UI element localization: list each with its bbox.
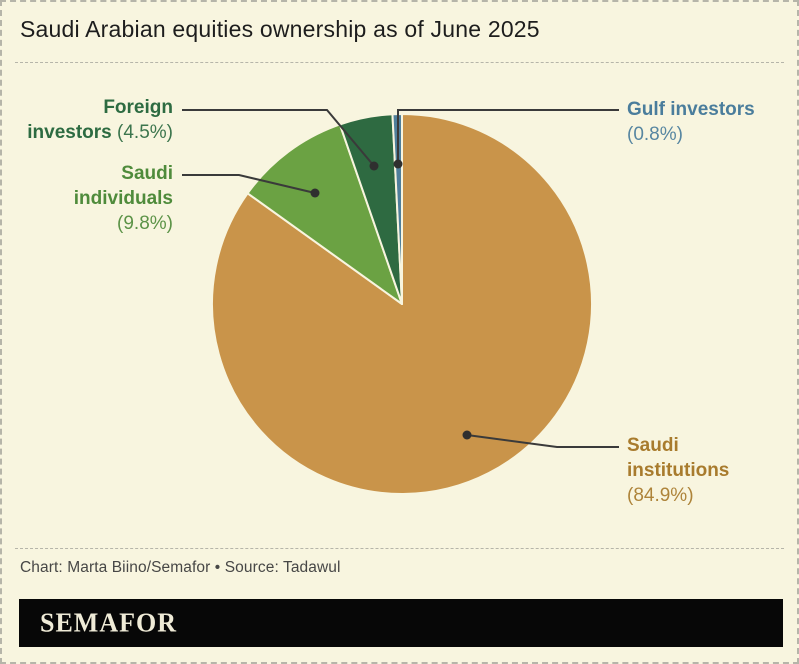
label-saudi-institutions: Saudi institutions (84.9%)	[627, 433, 729, 508]
label-value: (0.8%)	[627, 124, 683, 145]
callout-anchor-dot	[462, 430, 472, 440]
callout-leader-line	[182, 109, 375, 167]
semafor-wordmark: SEMAFOR	[40, 607, 177, 638]
callout-leader-line	[466, 434, 619, 448]
callout-anchor-dot	[393, 159, 403, 169]
label-line: Gulf investors	[627, 99, 755, 120]
label-saudi-individuals: Saudi individuals (9.8%)	[74, 161, 173, 236]
label-gulf-investors: Gulf investors (0.8%)	[627, 97, 755, 147]
title-divider	[15, 62, 784, 63]
label-line: Saudi	[121, 163, 173, 184]
callout-leader-line	[397, 109, 619, 164]
callout-leader-line	[182, 174, 316, 194]
credit-line: Chart: Marta Biino/Semafor • Source: Tad…	[20, 559, 341, 576]
label-line: individuals	[73, 188, 173, 209]
semafor-logo-bar: SEMAFOR	[19, 599, 783, 647]
label-foreign-investors: Foreign investors (4.5%)	[27, 95, 173, 145]
callout-anchor-dot	[369, 161, 379, 171]
label-line: Foreign	[103, 97, 173, 118]
label-line: investors (4.5%)	[27, 122, 173, 143]
callout-anchor-dot	[310, 188, 320, 198]
label-line: Saudi	[627, 435, 679, 456]
label-value: (9.8%)	[117, 213, 173, 234]
label-line: institutions	[627, 460, 730, 481]
label-value: (84.9%)	[627, 485, 694, 506]
footer-divider	[15, 548, 784, 549]
chart-title: Saudi Arabian equities ownership as of J…	[20, 16, 540, 42]
pie-slice-saudi-individuals	[246, 123, 403, 305]
label-value: (4.5%)	[117, 122, 173, 143]
